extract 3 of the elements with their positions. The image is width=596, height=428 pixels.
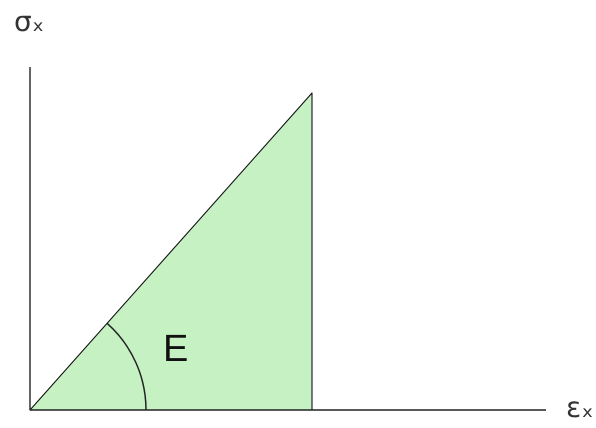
y-axis-title: σₓ <box>14 5 44 38</box>
x-axis-title: εₓ <box>566 391 594 424</box>
annotation: E <box>163 328 188 370</box>
